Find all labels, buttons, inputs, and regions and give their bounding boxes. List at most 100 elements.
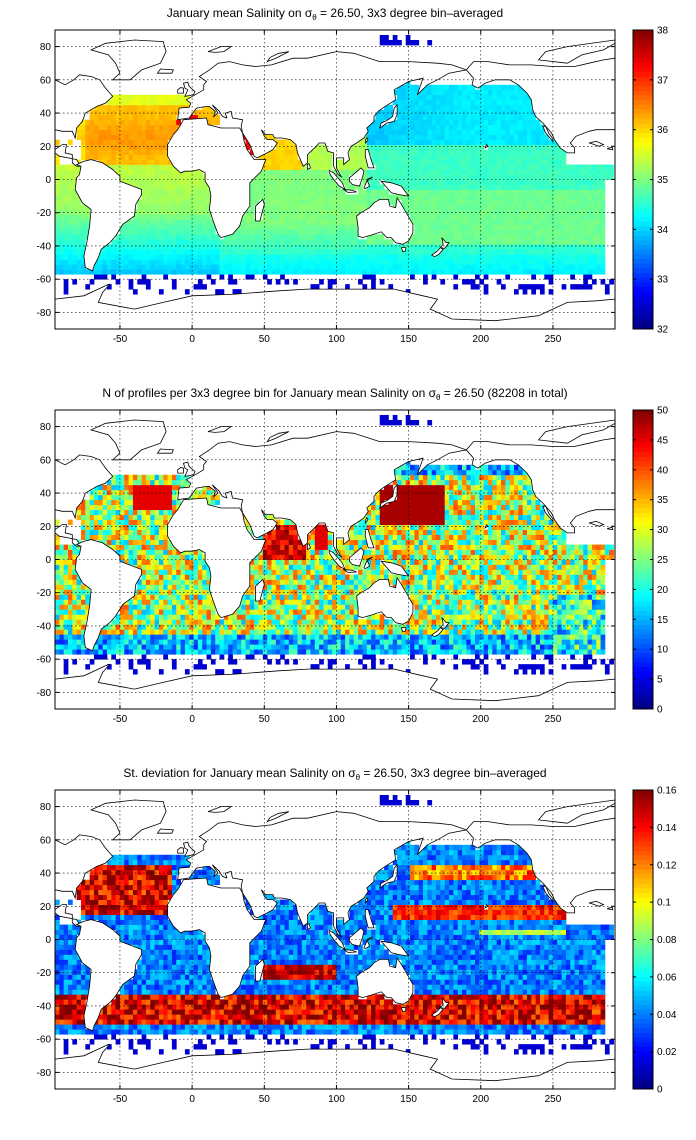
heatmap-cell	[384, 244, 389, 250]
heatmap-cell	[353, 254, 359, 260]
heatmap-cell	[366, 274, 372, 280]
heatmap-cell	[583, 229, 588, 235]
heatmap-cell	[132, 124, 138, 131]
land-polygon	[182, 81, 196, 97]
heatmap-cell	[561, 194, 567, 200]
heatmap-cell	[158, 224, 164, 230]
heatmap-cell	[345, 174, 350, 180]
heatmap-cell	[384, 39, 389, 46]
heatmap-cell	[410, 239, 415, 245]
heatmap-cell	[479, 104, 485, 111]
heatmap-cell	[570, 209, 575, 215]
heatmap-cell	[128, 264, 134, 270]
heatmap-cell	[171, 199, 177, 205]
heatmap-cell	[349, 254, 355, 260]
heatmap-cell	[306, 269, 311, 275]
heatmap-cell	[526, 149, 532, 155]
heatmap-cell	[258, 644, 264, 650]
heatmap-cell	[570, 259, 575, 265]
colorbar-segment	[633, 95, 653, 101]
heatmap-cell	[570, 254, 575, 260]
heatmap-cell	[163, 159, 168, 165]
heatmap-cell	[332, 209, 337, 215]
x-tick-label: 100	[328, 334, 345, 345]
heatmap-cell	[375, 619, 381, 625]
heatmap-cell	[336, 629, 342, 635]
heatmap-cell	[505, 259, 511, 265]
heatmap-cell	[232, 249, 238, 255]
heatmap-cell	[111, 154, 117, 160]
heatmap-cell	[210, 659, 216, 665]
heatmap-cell	[111, 624, 117, 630]
heatmap-cell	[111, 239, 117, 245]
heatmap-cell	[197, 174, 203, 180]
heatmap-cell	[145, 174, 151, 180]
heatmap-cell	[180, 219, 186, 225]
heatmap-cell	[557, 239, 562, 245]
heatmap-cell	[591, 174, 597, 180]
heatmap-cell	[401, 194, 407, 200]
heatmap-cell	[496, 619, 502, 625]
heatmap-cell	[154, 264, 160, 270]
heatmap-cell	[423, 194, 428, 200]
heatmap-cell	[106, 249, 112, 255]
heatmap-cell	[197, 604, 203, 610]
heatmap-cell	[59, 199, 65, 205]
heatmap-cell	[310, 634, 316, 640]
heatmap-cell	[466, 604, 472, 610]
heatmap-cell	[462, 204, 467, 210]
heatmap-cell	[314, 189, 320, 195]
heatmap-cell	[401, 204, 407, 210]
heatmap-cell	[457, 139, 463, 146]
heatmap-cell	[332, 634, 337, 640]
heatmap-cell	[180, 259, 186, 265]
heatmap-cell	[470, 244, 476, 250]
heatmap-cell	[319, 229, 324, 235]
heatmap-cell	[453, 174, 459, 180]
heatmap-cell	[210, 109, 216, 116]
heatmap-cell	[145, 284, 151, 290]
heatmap-cell	[414, 199, 420, 205]
heatmap-cell	[301, 619, 307, 625]
heatmap-cell	[505, 134, 511, 141]
heatmap-cell	[176, 634, 181, 640]
heatmap-cell	[275, 254, 281, 260]
heatmap-cell	[475, 639, 480, 645]
heatmap-cell	[258, 234, 264, 240]
heatmap-cell	[137, 99, 142, 106]
heatmap-cell	[544, 644, 550, 650]
heatmap-cell	[63, 614, 69, 620]
heatmap-cell	[470, 279, 476, 285]
heatmap-cell	[470, 139, 476, 146]
heatmap-cell	[466, 124, 472, 131]
heatmap-cell	[141, 119, 147, 126]
heatmap-cell	[141, 649, 147, 655]
heatmap-cell	[414, 629, 420, 635]
heatmap-cell	[600, 649, 606, 655]
heatmap-cell	[163, 209, 168, 215]
heatmap-cell	[297, 239, 303, 245]
heatmap-cell	[414, 99, 420, 106]
heatmap-cell	[345, 249, 350, 255]
heatmap-cell	[552, 199, 558, 205]
heatmap-cell	[544, 134, 550, 141]
heatmap-cell	[189, 644, 194, 650]
heatmap-cell	[418, 619, 424, 625]
heatmap-cell	[306, 239, 311, 245]
heatmap-cell	[457, 234, 463, 240]
heatmap-cell	[171, 609, 177, 615]
heatmap-cell	[89, 139, 95, 146]
heatmap-cell	[275, 179, 281, 185]
heatmap-cell	[596, 239, 601, 245]
heatmap-cell	[314, 179, 320, 185]
heatmap-cell	[145, 99, 151, 106]
heatmap-cell	[215, 114, 220, 121]
heatmap-cell	[85, 154, 91, 160]
heatmap-cell	[522, 614, 528, 620]
heatmap-cell	[371, 614, 376, 620]
heatmap-cell	[436, 269, 441, 275]
heatmap-cell	[258, 219, 264, 225]
heatmap-cell	[284, 639, 290, 645]
heatmap-cell	[531, 194, 537, 200]
heatmap-cell	[150, 644, 155, 650]
